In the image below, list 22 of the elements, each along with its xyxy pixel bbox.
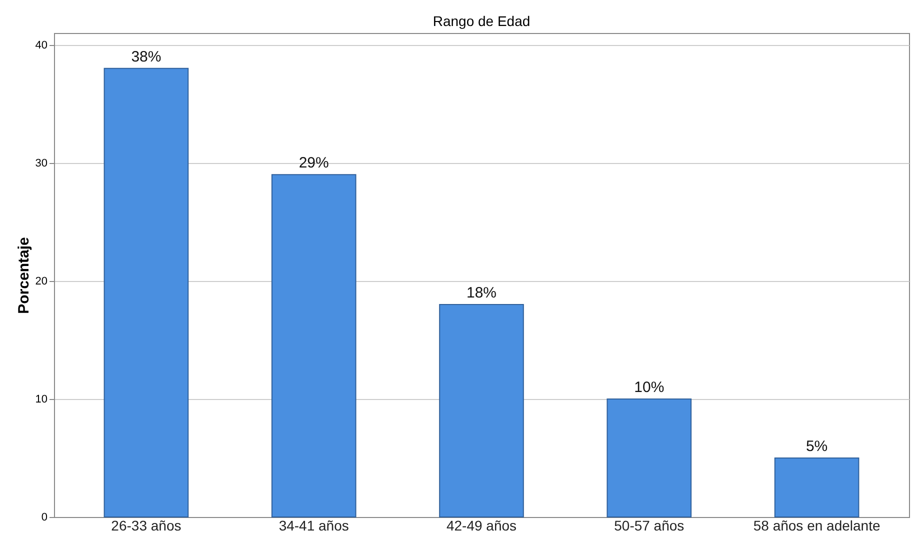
- bar: [439, 304, 524, 518]
- bar: [271, 174, 356, 518]
- data-label: 10%: [634, 378, 664, 396]
- y-tick-label: 30: [35, 157, 48, 170]
- data-label: 18%: [466, 284, 497, 302]
- y-tick-label: 0: [41, 512, 48, 524]
- y-axis-title: Porcentaje: [15, 237, 32, 314]
- x-tick-label: 34-41 años: [278, 518, 349, 534]
- data-label: 38%: [131, 48, 162, 66]
- x-tick-label: 50-57 años: [614, 518, 684, 534]
- data-label: 29%: [298, 154, 329, 172]
- y-tick-label: 10: [35, 393, 48, 406]
- data-label: 5%: [806, 438, 828, 455]
- x-tick-label: 26-33 años: [111, 518, 182, 534]
- y-tick-label: 40: [35, 39, 48, 52]
- bar: [606, 398, 692, 518]
- bar: [774, 457, 860, 518]
- chart-title: Rango de Edad: [432, 13, 530, 29]
- bar: [104, 68, 189, 518]
- x-tick-label: 42-49 años: [446, 518, 517, 534]
- x-tick-label: 58 años en adelante: [753, 518, 880, 534]
- y-tick-label: 20: [35, 275, 48, 288]
